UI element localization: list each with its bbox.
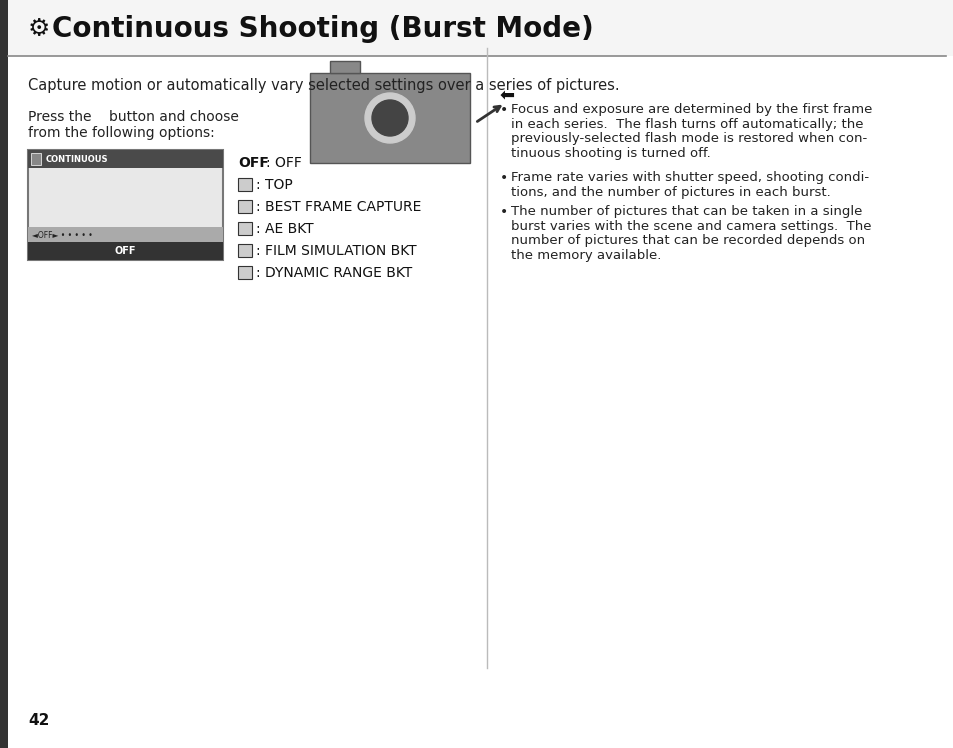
Bar: [237, 222, 252, 235]
Text: Focus and exposure are determined by the first frame: Focus and exposure are determined by the…: [511, 103, 871, 116]
Bar: [30, 153, 41, 165]
Text: CONTINUOUS: CONTINUOUS: [46, 155, 109, 164]
Text: : AE BKT: : AE BKT: [255, 222, 314, 236]
Text: tinuous shooting is turned off.: tinuous shooting is turned off.: [511, 147, 710, 159]
Circle shape: [365, 93, 415, 143]
Text: OFF: OFF: [114, 246, 135, 256]
Text: •: •: [499, 205, 508, 219]
Text: OFF: OFF: [237, 156, 269, 170]
Text: previously-selected flash mode is restored when con-: previously-selected flash mode is restor…: [511, 132, 866, 145]
Text: The number of pictures that can be taken in a single: The number of pictures that can be taken…: [511, 205, 862, 218]
Text: •: •: [499, 171, 508, 185]
Text: : TOP: : TOP: [255, 178, 293, 192]
Text: from the following options:: from the following options:: [28, 126, 214, 140]
Circle shape: [372, 100, 408, 136]
Text: Capture motion or automatically vary selected settings over a series of pictures: Capture motion or automatically vary sel…: [28, 78, 619, 93]
Text: Continuous Shooting (Burst Mode): Continuous Shooting (Burst Mode): [52, 15, 593, 43]
Bar: [8, 0, 953, 56]
Bar: [0, 0, 8, 748]
Text: Frame rate varies with shutter speed, shooting condi-: Frame rate varies with shutter speed, sh…: [511, 171, 868, 184]
Text: ◄OFF► • • • • •: ◄OFF► • • • • •: [32, 230, 92, 239]
Text: Press the    button and choose: Press the button and choose: [28, 110, 238, 124]
Bar: [237, 266, 252, 279]
Bar: [28, 150, 223, 168]
Bar: [310, 73, 470, 163]
Bar: [28, 150, 223, 260]
Text: ⚙: ⚙: [28, 17, 51, 41]
Text: ⬅: ⬅: [499, 86, 515, 104]
Text: number of pictures that can be recorded depends on: number of pictures that can be recorded …: [511, 234, 864, 247]
Text: 42: 42: [28, 713, 50, 728]
Text: : FILM SIMULATION BKT: : FILM SIMULATION BKT: [255, 244, 416, 258]
Text: : DYNAMIC RANGE BKT: : DYNAMIC RANGE BKT: [255, 266, 412, 280]
Bar: [28, 227, 223, 242]
Bar: [237, 200, 252, 213]
Text: the memory available.: the memory available.: [511, 248, 660, 262]
Bar: [237, 178, 252, 191]
Text: tions, and the number of pictures in each burst.: tions, and the number of pictures in eac…: [511, 186, 830, 198]
Text: in each series.  The flash turns off automatically; the: in each series. The flash turns off auto…: [511, 117, 862, 130]
Text: : OFF: : OFF: [266, 156, 301, 170]
Text: •: •: [499, 103, 508, 117]
Text: burst varies with the scene and camera settings.  The: burst varies with the scene and camera s…: [511, 219, 871, 233]
Text: : BEST FRAME CAPTURE: : BEST FRAME CAPTURE: [255, 200, 421, 214]
Bar: [330, 61, 359, 73]
Bar: [28, 242, 223, 260]
Bar: [237, 244, 252, 257]
